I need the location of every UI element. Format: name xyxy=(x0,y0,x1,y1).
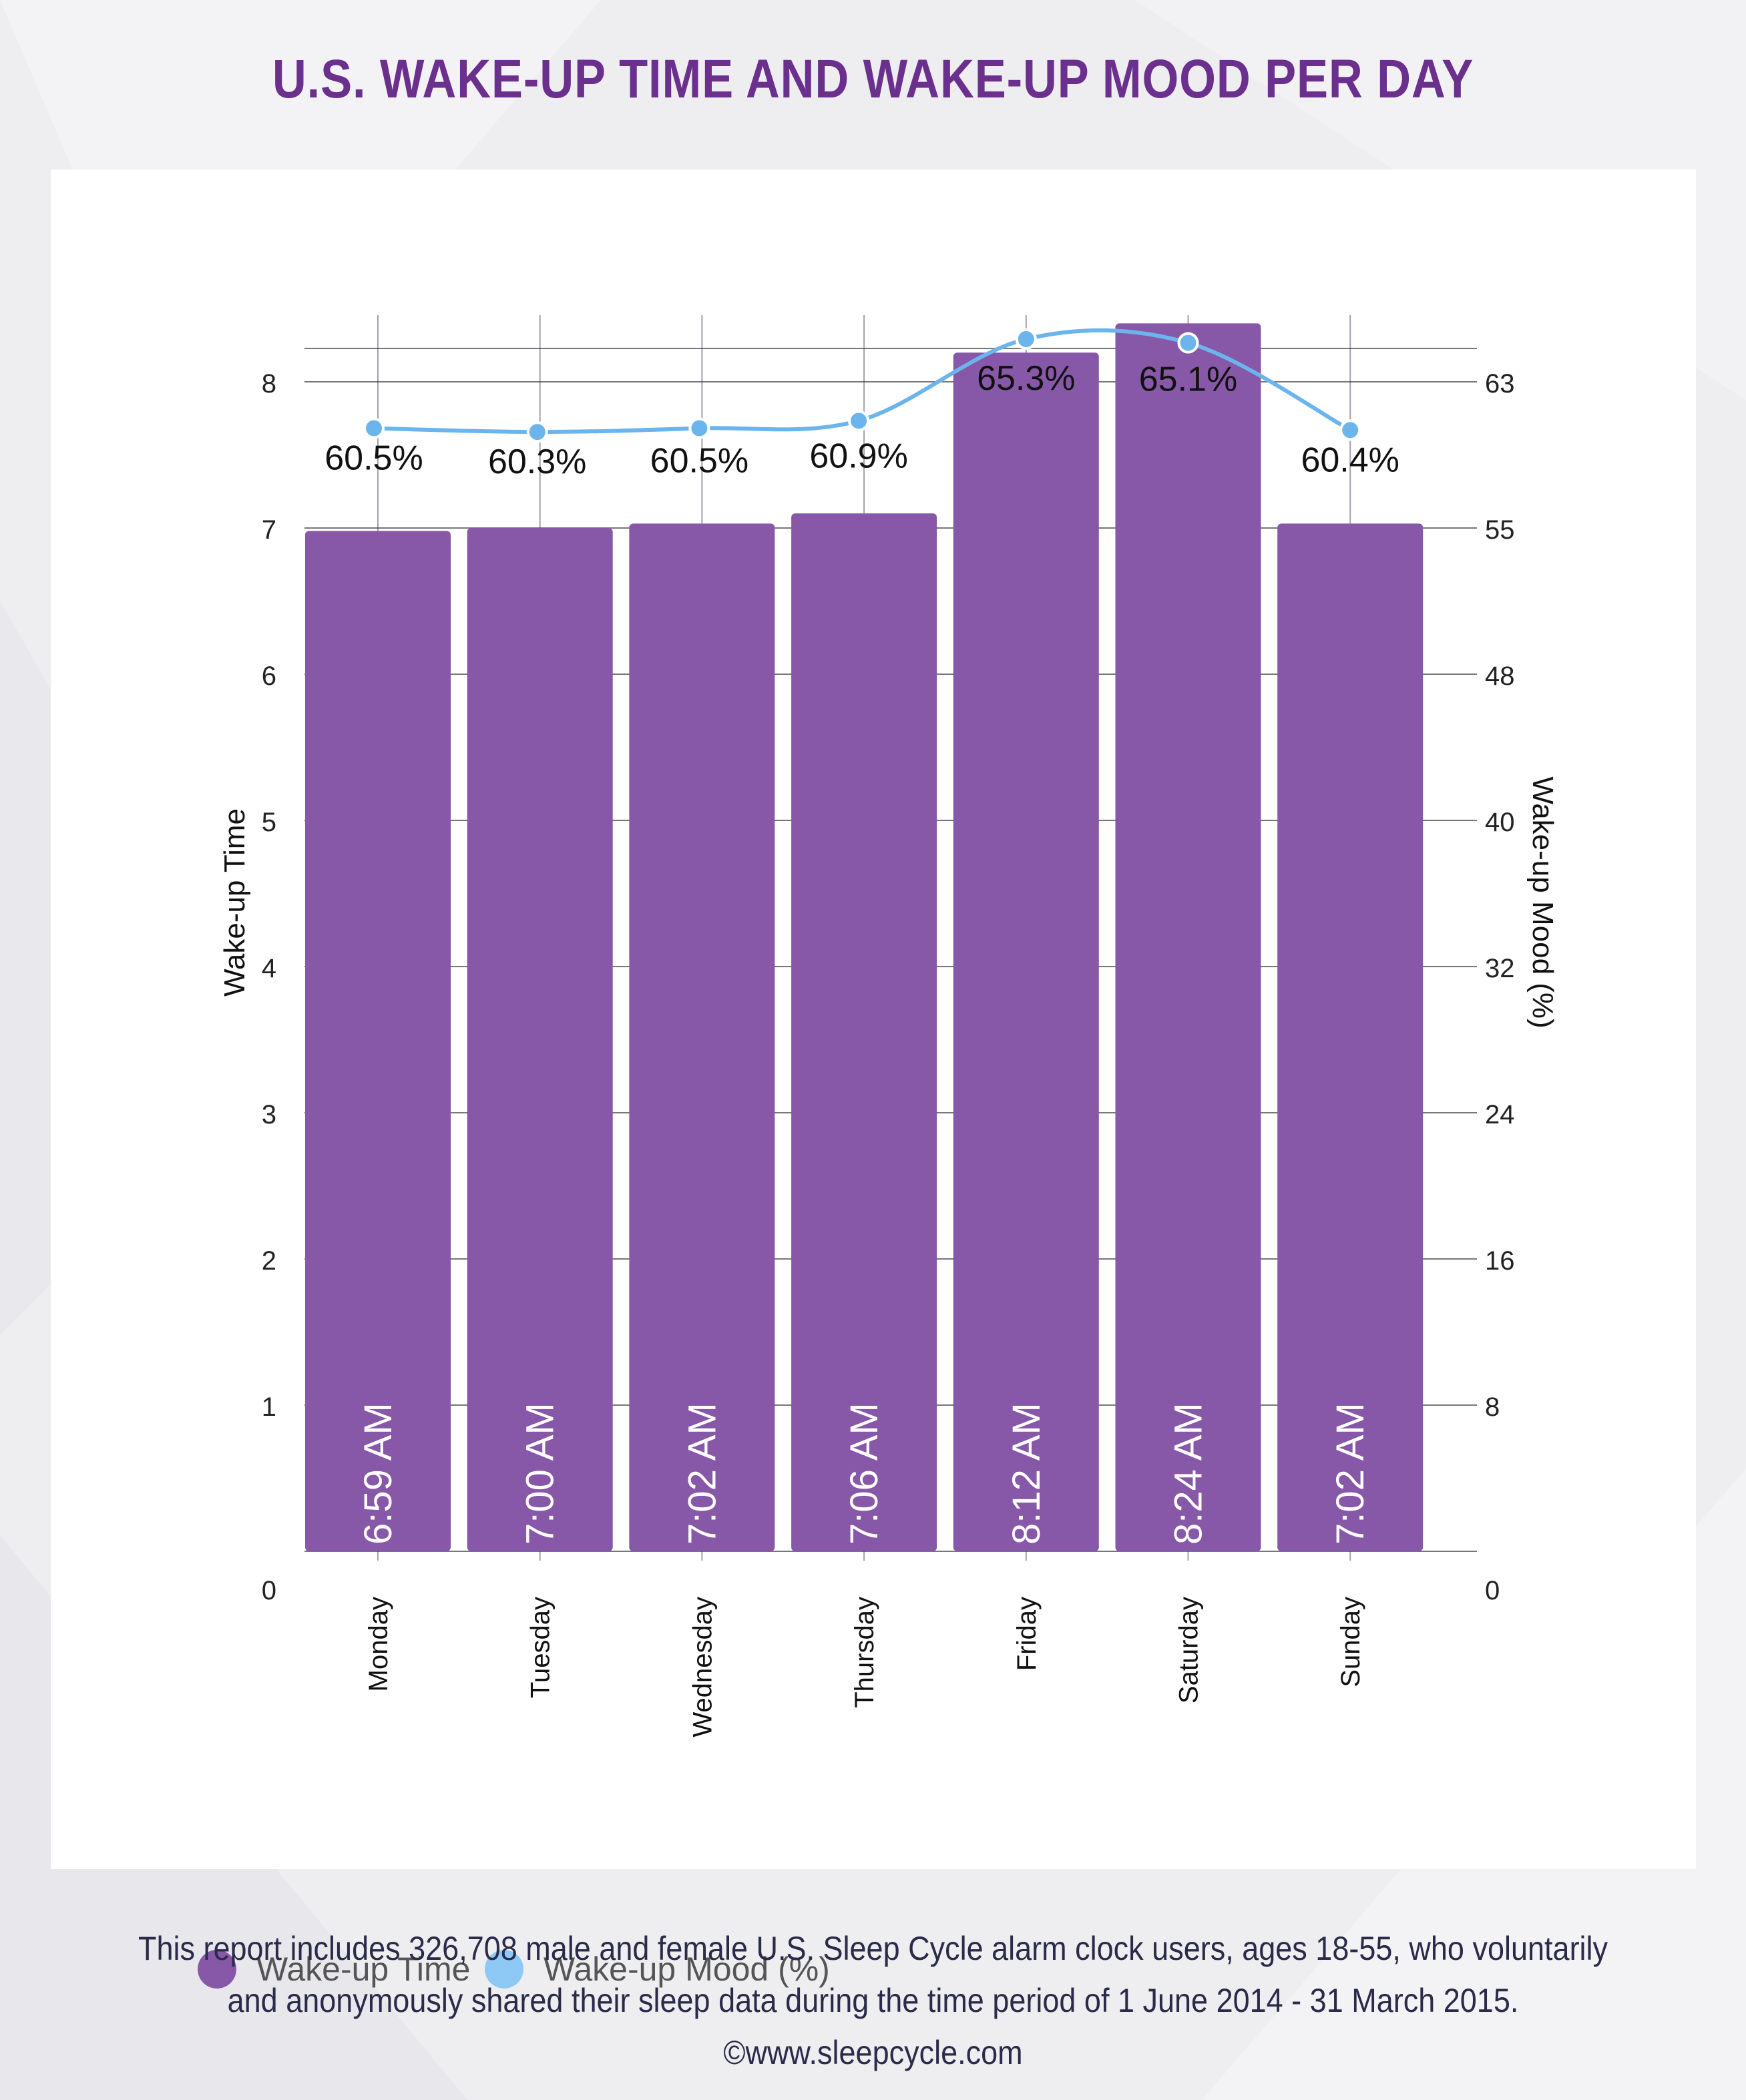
chart-panel: 6:59 AM 7:00 AM 7:02 AM 7:06 AM 8:12 AM 8:24 … xyxy=(51,170,1696,1989)
x-axis-tick-sunday: Sunday xyxy=(1336,1597,1365,1687)
mood-value-label: 60.3% xyxy=(488,443,586,481)
footer-line-2: and anonymously shared their sleep data … xyxy=(227,1982,1519,2019)
bar-value-label: 7:06 AM xyxy=(843,1402,886,1545)
combo-chart: 6:59 AM 7:00 AM 7:02 AM 7:06 AM 8:12 AM 8:24 … xyxy=(218,315,1559,1738)
mood-point-friday xyxy=(1015,328,1037,350)
mood-point-saturday xyxy=(1177,332,1199,354)
page-title: U.S. WAKE-UP TIME AND WAKE-UP MOOD PER D… xyxy=(272,49,1474,109)
mood-point-monday xyxy=(363,417,385,439)
left-axis-tick: 1 xyxy=(262,1392,276,1422)
bar-wednesday xyxy=(629,523,775,1552)
right-axis-tick: 55 xyxy=(1485,515,1515,545)
bar-series xyxy=(305,323,1424,1552)
bar-tuesday xyxy=(467,528,613,1551)
mood-value-label: 60.5% xyxy=(650,442,748,481)
bar-value-label: 8:12 AM xyxy=(1005,1402,1048,1545)
mood-value-label: 65.1% xyxy=(1139,360,1237,399)
legend-item-wake-up-time[interactable]: Wake-up Time xyxy=(198,1945,470,1993)
mood-value-label: 60.5% xyxy=(324,439,423,478)
bar-thursday xyxy=(791,513,937,1551)
right-axis-tick: 63 xyxy=(1485,369,1515,399)
legend-label: Wake-up Mood (%) xyxy=(543,1950,830,1988)
legend-swatch-purple xyxy=(198,1950,236,1989)
left-axis-tick: 3 xyxy=(262,1100,276,1129)
footer-line-1: This report includes 326,708 male and fe… xyxy=(138,1930,1608,1967)
left-axis-tick: 2 xyxy=(262,1246,276,1276)
bar-value-label: 6:59 AM xyxy=(357,1402,400,1545)
left-axis-tick: 4 xyxy=(262,954,276,983)
x-axis-tick-monday: Monday xyxy=(364,1597,393,1691)
bar-sunday xyxy=(1277,523,1424,1552)
right-axis-tick: 48 xyxy=(1485,662,1515,691)
left-axis-tick: 8 xyxy=(262,369,276,399)
mood-point-thursday xyxy=(848,410,870,432)
mood-value-label: 60.9% xyxy=(809,437,907,475)
bar-value-label: 7:02 AM xyxy=(1329,1402,1372,1545)
x-axis-tick-tuesday: Tuesday xyxy=(526,1597,556,1698)
left-axis-tick: 6 xyxy=(262,662,276,691)
right-axis-tick: 8 xyxy=(1485,1392,1500,1422)
bar-value-label: 7:00 AM xyxy=(519,1402,562,1545)
bar-saturday xyxy=(1115,323,1261,1551)
mood-value-label: 65.3% xyxy=(977,359,1075,398)
mood-point-tuesday xyxy=(526,421,548,443)
bar-value-label: 7:02 AM xyxy=(680,1402,724,1545)
left-axis-tick: 7 xyxy=(262,515,276,545)
right-axis-tick: 32 xyxy=(1485,954,1515,983)
x-axis-tick-saturday: Saturday xyxy=(1174,1597,1204,1703)
footer-note: This report includes 326,708 male and fe… xyxy=(0,1922,1746,2079)
right-axis-tick: 16 xyxy=(1485,1246,1515,1276)
right-axis-tick: 40 xyxy=(1485,808,1515,837)
bar-value-label: 8:24 AM xyxy=(1167,1402,1211,1545)
x-axis-tick-friday: Friday xyxy=(1012,1597,1042,1671)
right-axis-tick: 24 xyxy=(1485,1100,1515,1129)
line-series xyxy=(363,328,1361,443)
bar-friday xyxy=(953,352,1099,1552)
legend-swatch-blue xyxy=(485,1950,523,1989)
x-axis-tick-thursday: Thursday xyxy=(850,1597,879,1708)
legend-item-wake-up-mood[interactable]: Wake-up Mood (%) xyxy=(485,1945,830,1993)
mood-value-label: 60.4% xyxy=(1301,441,1399,479)
right-axis-title: Wake-up Mood (%) xyxy=(1526,776,1559,1028)
left-axis-tick: 5 xyxy=(262,808,276,837)
footer-copyright: ©www.sleepcycle.com xyxy=(723,2034,1023,2071)
left-axis-tick: 0 xyxy=(262,1576,276,1605)
left-axis-title: Wake-up Time xyxy=(218,808,251,997)
right-axis-tick: 0 xyxy=(1485,1576,1500,1605)
x-axis-tick-wednesday: Wednesday xyxy=(688,1597,717,1738)
mood-point-sunday xyxy=(1339,419,1361,441)
mood-point-wednesday xyxy=(688,417,710,439)
legend-label: Wake-up Time xyxy=(256,1950,471,1988)
bar-monday xyxy=(305,531,451,1551)
